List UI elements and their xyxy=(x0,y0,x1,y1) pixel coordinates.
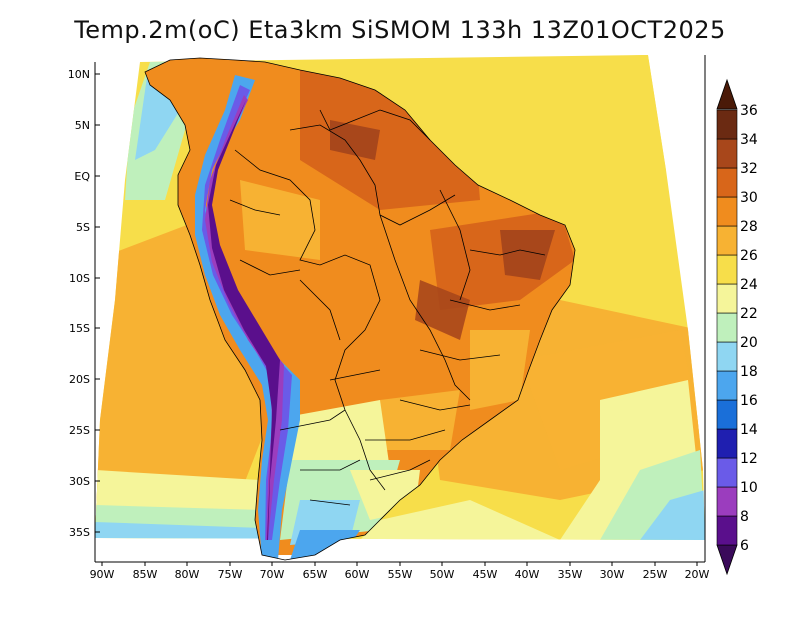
colorbar-swatch xyxy=(716,196,738,227)
colorbar-label: 16 xyxy=(740,393,758,409)
lat-label: 30S xyxy=(69,475,90,488)
lat-label: 20S xyxy=(69,373,90,386)
colorbar-swatch xyxy=(716,399,738,430)
lon-label: 50W xyxy=(430,568,455,581)
colorbar-swatch xyxy=(716,138,738,169)
colorbar-swatch xyxy=(716,457,738,488)
boundaries xyxy=(144,57,576,561)
lat-label: 5S xyxy=(76,221,90,234)
lon-label: 45W xyxy=(473,568,498,581)
lon-label: 25W xyxy=(643,568,668,581)
colorbar-label: 10 xyxy=(740,480,758,496)
lat-label: 5N xyxy=(75,119,90,132)
colorbar-swatch xyxy=(716,515,738,546)
colorbar-label: 12 xyxy=(740,451,758,467)
lon-label: 75W xyxy=(218,568,243,581)
colorbar-label: 20 xyxy=(740,335,758,351)
colorbar-label: 34 xyxy=(740,132,758,148)
colorbar-label: 6 xyxy=(740,538,749,554)
colorbar-low-arrow xyxy=(716,544,738,576)
lat-label: 35S xyxy=(69,526,90,539)
lon-label: 20W xyxy=(685,568,710,581)
lat-label: 25S xyxy=(69,424,90,437)
colorbar-swatch xyxy=(716,283,738,314)
colorbar-swatch xyxy=(716,254,738,285)
lon-label: 80W xyxy=(175,568,200,581)
lat-label: 10S xyxy=(69,272,90,285)
lon-label: 65W xyxy=(303,568,328,581)
lon-label: 85W xyxy=(133,568,158,581)
colorbar-swatch xyxy=(716,167,738,198)
colorbar-swatch xyxy=(716,486,738,517)
colorbar: 6 8 10 12 14 16 18 20 22 24 26 28 30 32 … xyxy=(716,78,758,576)
colorbar-swatch xyxy=(716,312,738,343)
colorbar-label: 26 xyxy=(740,248,758,264)
colorbar-label: 36 xyxy=(740,103,758,119)
colorbar-label: 14 xyxy=(740,422,758,438)
colorbar-label: 18 xyxy=(740,364,758,380)
colorbar-label: 24 xyxy=(740,277,758,293)
colorbar-swatch xyxy=(716,109,738,140)
longitude-axis: 90W 85W 80W 75W 70W 65W 60W 55W 50W 45W … xyxy=(90,562,710,581)
lon-label: 60W xyxy=(345,568,370,581)
chart-title: Temp.2m(oC) Eta3km SiSMOM 133h 13Z01OCT2… xyxy=(74,16,726,44)
colorbar-label: 30 xyxy=(740,190,758,206)
colorbar-high-arrow xyxy=(716,78,738,110)
colorbar-label: 8 xyxy=(740,509,749,525)
lon-label: 55W xyxy=(388,568,413,581)
colorbar-label: 32 xyxy=(740,161,758,177)
lat-label: 15S xyxy=(69,322,90,335)
lon-label: 30W xyxy=(600,568,625,581)
lon-label: 40W xyxy=(515,568,540,581)
colorbar-swatch xyxy=(716,428,738,459)
lon-label: 90W xyxy=(90,568,115,581)
lat-label: EQ xyxy=(74,170,90,183)
colorbar-swatch xyxy=(716,370,738,401)
colorbar-label: 28 xyxy=(740,219,758,235)
colorbar-label: 22 xyxy=(740,306,758,322)
lat-label: 10N xyxy=(68,68,90,81)
colorbar-swatch xyxy=(716,225,738,256)
lon-label: 35W xyxy=(558,568,583,581)
latitude-axis: 10N 5N EQ 5S 10S 15S 20S 25S 30S 35S xyxy=(68,68,100,539)
lon-label: 70W xyxy=(260,568,285,581)
colorbar-swatch xyxy=(716,341,738,372)
